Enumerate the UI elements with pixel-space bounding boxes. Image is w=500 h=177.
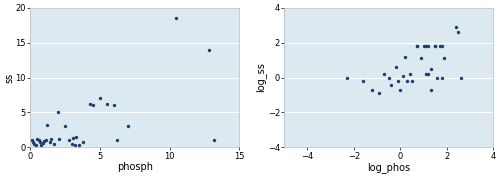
Point [376,92,384,95]
Point [384,76,392,79]
Point [417,57,425,60]
Point [404,80,411,82]
Point [43,124,51,126]
Point [39,142,47,145]
Point [204,48,212,51]
Point [32,144,40,147]
Point [380,73,388,75]
Point [422,45,430,47]
Point [30,142,38,145]
Point [110,104,118,107]
Point [68,142,76,145]
Point [420,45,428,47]
Point [412,45,420,47]
Point [454,31,462,33]
Point [431,45,439,47]
Point [359,80,367,82]
Point [438,76,446,79]
Point [210,139,218,142]
Point [408,80,416,82]
Point [28,139,36,142]
Point [103,103,111,105]
Point [56,138,64,140]
Point [54,111,62,114]
Point [124,125,132,128]
Point [70,137,78,140]
Y-axis label: log_ss: log_ss [256,63,266,92]
Point [172,17,180,20]
Point [46,140,54,143]
Point [398,74,406,77]
Point [343,76,351,79]
Point [436,45,444,47]
Point [86,103,94,105]
X-axis label: log_phos: log_phos [367,162,410,173]
Point [387,83,395,86]
Point [426,88,434,91]
Point [34,139,42,142]
Point [394,80,402,82]
Point [79,140,87,143]
Point [396,88,404,91]
Point [408,156,416,159]
Point [431,45,439,47]
Point [434,76,442,79]
Point [72,135,80,138]
Point [412,45,420,47]
Y-axis label: ss: ss [4,72,14,83]
Point [47,138,55,140]
Point [112,139,120,142]
Point [424,45,432,47]
Point [36,141,44,144]
Point [89,104,97,107]
Point [33,138,41,140]
Point [368,88,376,91]
Point [42,138,50,141]
Point [406,73,413,75]
Point [50,142,58,145]
Point [29,140,37,143]
Point [422,73,430,75]
Point [71,144,79,147]
Point [401,55,409,58]
X-axis label: phosph: phosph [116,162,152,172]
Point [65,139,73,142]
Point [452,25,460,28]
Point [38,143,46,146]
Point [96,97,104,100]
Point [424,73,432,75]
Point [285,156,293,159]
Point [40,140,48,142]
Point [456,76,464,79]
Point [392,66,400,68]
Point [75,143,83,146]
Point [440,57,448,60]
Point [61,125,69,128]
Point [438,45,446,47]
Point [426,67,434,70]
